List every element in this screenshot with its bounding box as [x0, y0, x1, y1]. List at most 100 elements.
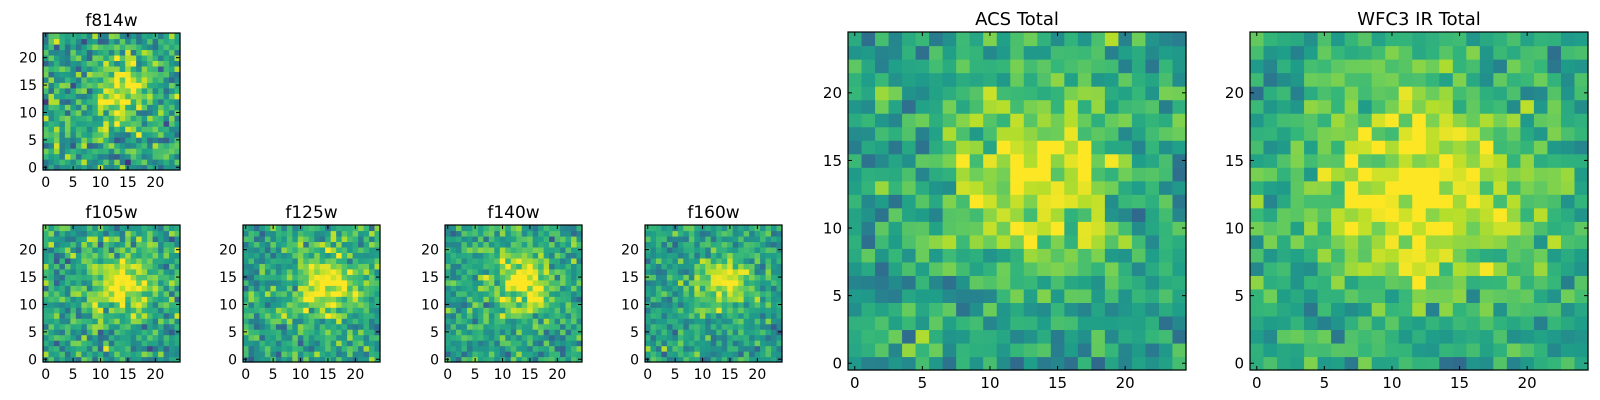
image-pixel: [174, 290, 181, 297]
image-pixel: [1331, 99, 1346, 114]
y-tick-label: 0: [1234, 355, 1244, 373]
image-pixel: [915, 153, 930, 168]
image-pixel: [363, 257, 370, 264]
image-pixel: [108, 71, 115, 78]
image-pixel: [543, 225, 550, 232]
image-pixel: [43, 38, 50, 45]
image-pixel: [483, 230, 490, 237]
image-pixel: [169, 153, 176, 160]
image-pixel: [1493, 356, 1508, 371]
image-pixel: [1398, 32, 1413, 47]
image-pixel: [43, 318, 50, 325]
image-pixel: [505, 225, 512, 232]
image-pixel: [1371, 72, 1386, 87]
image-pixel: [248, 290, 255, 297]
image-pixel: [114, 246, 121, 253]
image-pixel: [48, 356, 55, 363]
image-pixel: [549, 318, 556, 325]
image-pixel: [650, 263, 657, 270]
image-pixel: [1064, 113, 1079, 128]
image-pixel: [1398, 113, 1413, 128]
image-pixel: [103, 225, 110, 232]
image-pixel: [92, 356, 99, 363]
image-pixel: [136, 225, 143, 232]
image-pixel: [1317, 221, 1332, 236]
image-pixel: [455, 356, 463, 363]
image-pixel: [743, 246, 750, 253]
image-pixel: [75, 137, 82, 144]
image-pixel: [732, 307, 739, 314]
image-pixel: [516, 312, 523, 319]
image-pixel: [1104, 126, 1119, 141]
image-pixel: [1250, 86, 1265, 101]
image-pixel: [358, 356, 365, 363]
image-pixel: [59, 115, 66, 122]
image-pixel: [86, 285, 93, 292]
image-pixel: [861, 234, 876, 249]
image-pixel: [152, 274, 159, 281]
image-pixel: [672, 301, 679, 308]
image-pixel: [929, 140, 944, 155]
image-pixel: [141, 126, 148, 133]
image-pixel: [1104, 167, 1119, 182]
image-pixel: [141, 285, 148, 292]
image-pixel: [108, 33, 115, 40]
image-pixel: [494, 340, 501, 347]
image-pixel: [1452, 153, 1467, 168]
image-pixel: [1172, 329, 1187, 344]
image-pixel: [1398, 167, 1413, 182]
image-pixel: [147, 76, 154, 83]
image-pixel: [1439, 32, 1454, 47]
image-pixel: [330, 279, 337, 286]
image-pixel: [253, 225, 261, 232]
image-pixel: [721, 257, 728, 264]
image-pixel: [53, 340, 61, 347]
image-pixel: [1412, 180, 1427, 195]
image-pixel: [848, 261, 863, 276]
image-pixel: [732, 268, 739, 275]
x-tick-label: 15: [319, 367, 337, 383]
image-pixel: [1520, 140, 1535, 155]
image-pixel: [705, 356, 712, 363]
image-pixel: [347, 285, 354, 292]
image-pixel: [760, 235, 767, 243]
image-pixel: [136, 340, 143, 347]
image-pixel: [1250, 207, 1265, 222]
image-pixel: [270, 340, 277, 347]
image-pixel: [92, 274, 99, 281]
image-pixel: [1344, 59, 1359, 74]
image-pixel: [1037, 356, 1052, 371]
image-pixel: [455, 274, 463, 281]
image-pixel: [472, 235, 479, 243]
image-pixel: [1263, 180, 1278, 195]
image-pixel: [125, 87, 132, 94]
image-pixel: [158, 109, 165, 116]
image-pixel: [130, 109, 137, 116]
image-pixel: [749, 235, 756, 243]
image-pixel: [259, 318, 266, 325]
image-pixel: [264, 340, 271, 347]
image-pixel: [521, 235, 528, 243]
image-pixel: [929, 72, 944, 87]
image-pixel: [1304, 248, 1319, 263]
image-pixel: [516, 307, 523, 314]
image-pixel: [527, 329, 534, 336]
image-pixel: [521, 296, 528, 303]
image-pixel: [466, 279, 473, 286]
image-pixel: [86, 345, 93, 352]
image-pixel: [571, 334, 578, 341]
image-pixel: [688, 268, 695, 275]
image-pixel: [516, 268, 523, 275]
image-pixel: [661, 340, 668, 347]
image-pixel: [243, 290, 250, 297]
image-pixel: [888, 126, 903, 141]
image-pixel: [776, 252, 783, 259]
image-pixel: [494, 279, 501, 286]
image-pixel: [70, 329, 77, 336]
image-pixel: [64, 109, 71, 116]
image-pixel: [1385, 180, 1400, 195]
axes-frame: [1249, 31, 1589, 371]
image-pixel: [81, 82, 88, 89]
image-pixel: [92, 54, 99, 61]
